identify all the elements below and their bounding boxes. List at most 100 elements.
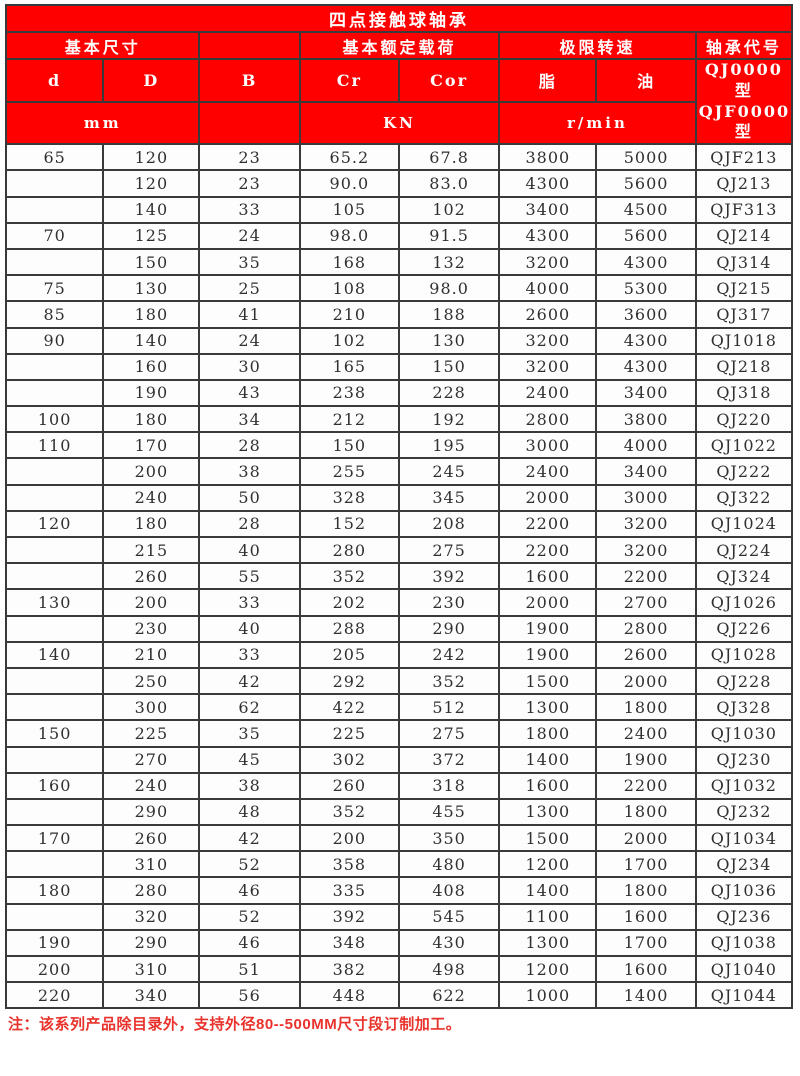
table-cell-B: 40 [198, 614, 301, 643]
table-row: 300 62 422 512 1300 1800 QJ328 [4, 693, 794, 722]
table-cell-grease: 1200 [498, 954, 598, 984]
table-cell-grease: 1600 [498, 771, 598, 800]
table-cell-Cor: 318 [397, 771, 501, 800]
table-cell-Cor: 372 [397, 745, 501, 774]
table-cell-Cor: 392 [397, 562, 501, 591]
table-cell-Cr: 102 [298, 326, 400, 355]
table-cell-B: 50 [198, 483, 301, 512]
table-cell-B: 30 [198, 352, 301, 381]
table-cell-Cr: 288 [298, 614, 400, 643]
table-cell-D: 200 [102, 457, 201, 486]
table-cell-Cor: 275 [397, 719, 501, 748]
bearing-spec-table: 四点接触球轴承 基本尺寸 基本额定载荷 极限转速 轴承代号 d D B Cr C… [4, 4, 794, 1010]
table-cell-B: 46 [198, 928, 301, 958]
table-cell-B: 48 [198, 797, 301, 827]
table-cell-oil: 3800 [595, 405, 697, 434]
table-cell-d: 160 [4, 771, 105, 800]
table-cell-d [4, 195, 105, 224]
table-row: 150 35 168 132 3200 4300 QJ314 [4, 247, 794, 277]
table-row: 75 130 25 108 98.0 4000 5300 QJ215 [4, 274, 794, 303]
table-cell-D: 340 [102, 981, 201, 1010]
table-cell-code: QJ234 [694, 850, 794, 879]
table-cell-D: 270 [102, 745, 201, 774]
table-cell-oil: 1800 [595, 876, 697, 905]
table-cell-code: QJ220 [694, 405, 794, 434]
table-cell-code: QJ232 [694, 797, 794, 827]
table-cell-D: 310 [102, 954, 201, 984]
group-header-limit-speed: 极限转速 [498, 31, 697, 60]
table-cell-oil: 2800 [595, 614, 697, 643]
table-cell-code: QJ226 [694, 614, 794, 643]
table-cell-oil: 2000 [595, 666, 697, 696]
table-cell-Cr: 238 [298, 378, 400, 408]
table-cell-B: 23 [198, 169, 301, 198]
table-cell-d: 70 [4, 221, 105, 250]
table-cell-grease: 2600 [498, 300, 598, 329]
table-cell-grease: 3000 [498, 431, 598, 460]
table-cell-B: 24 [198, 326, 301, 355]
unit-header-empty [198, 100, 301, 146]
table-row: 140 33 105 102 3400 4500 QJF313 [4, 195, 794, 224]
table-cell-grease: 1100 [498, 902, 598, 931]
group-header-basic-dims: 基本尺寸 [4, 31, 201, 60]
table-cell-grease: 3200 [498, 352, 598, 381]
table-cell-Cor: 350 [397, 824, 501, 853]
table-cell-d [4, 850, 105, 879]
table-cell-code: QJ1036 [694, 876, 794, 905]
col-header-Cor: Cor [397, 58, 501, 103]
table-cell-d [4, 666, 105, 696]
table-cell-oil: 3200 [595, 509, 697, 539]
table-title: 四点接触球轴承 [5, 4, 793, 33]
table-cell-Cr: 382 [298, 954, 400, 984]
table-cell-grease: 1300 [498, 797, 598, 827]
table-cell-oil: 4300 [595, 326, 697, 355]
group-header-empty [198, 31, 301, 60]
table-cell-Cor: 430 [397, 928, 501, 958]
code-model-line1: QJ0000型 [704, 60, 783, 100]
table-cell-Cr: 448 [298, 981, 400, 1010]
table-cell-oil: 1900 [595, 745, 697, 774]
table-cell-grease: 2000 [498, 483, 598, 512]
table-cell-oil: 3000 [595, 483, 697, 512]
table-cell-B: 38 [198, 457, 301, 486]
table-cell-Cor: 83.0 [397, 169, 501, 198]
table-cell-oil: 2000 [595, 824, 697, 853]
table-row: 200 38 255 245 2400 3400 QJ222 [4, 457, 794, 486]
table-cell-grease: 1900 [498, 640, 598, 669]
table-cell-grease: 2400 [498, 378, 598, 408]
table-cell-d: 100 [4, 405, 105, 434]
table-cell-Cr: 352 [298, 797, 400, 827]
table-cell-Cor: 245 [397, 457, 501, 486]
table-cell-Cor: 480 [397, 850, 501, 879]
table-cell-B: 52 [198, 902, 301, 931]
table-body: 65 120 23 65.2 67.8 3800 5000 QJF213 120 23 90.0 83… [4, 143, 794, 1010]
table-cell-grease: 3200 [498, 247, 598, 277]
table-cell-Cor: 130 [397, 326, 501, 355]
code-model-line3: 型 [734, 122, 753, 142]
table-cell-code: QJ1028 [694, 640, 794, 669]
table-cell-B: 35 [198, 719, 301, 748]
table-row: 160 30 165 150 3200 4300 QJ218 [4, 352, 794, 381]
table-row: 85 180 41 210 188 2600 3600 QJ317 [4, 300, 794, 329]
table-cell-B: 62 [198, 693, 301, 722]
unit-header-row: mm KN r/min [4, 100, 792, 146]
table-row: 140 210 33 205 242 1900 2600 QJ1028 [4, 640, 794, 669]
table-cell-code: QJ1044 [694, 981, 794, 1010]
table-cell-d [4, 562, 105, 591]
table-cell-oil: 3400 [595, 378, 697, 408]
table-cell-D: 290 [102, 797, 201, 827]
table-cell-d [4, 797, 105, 827]
table-row: 250 42 292 352 1500 2000 QJ228 [4, 666, 794, 696]
table-cell-code: QJ1030 [694, 719, 794, 748]
table-cell-B: 42 [198, 824, 301, 853]
table-cell-Cor: 192 [397, 405, 501, 434]
table-row: 70 125 24 98.0 91.5 4300 5600 QJ214 [4, 221, 794, 250]
table-cell-D: 260 [102, 824, 201, 853]
table-cell-Cor: 91.5 [397, 221, 501, 250]
table-cell-code: QJ1024 [694, 509, 794, 539]
table-row: 120 23 90.0 83.0 4300 5600 QJ213 [4, 169, 794, 198]
table-cell-B: 55 [198, 562, 301, 591]
table-cell-Cor: 498 [397, 954, 501, 984]
table-cell-grease: 3200 [498, 326, 598, 355]
table-cell-Cor: 132 [397, 247, 501, 277]
